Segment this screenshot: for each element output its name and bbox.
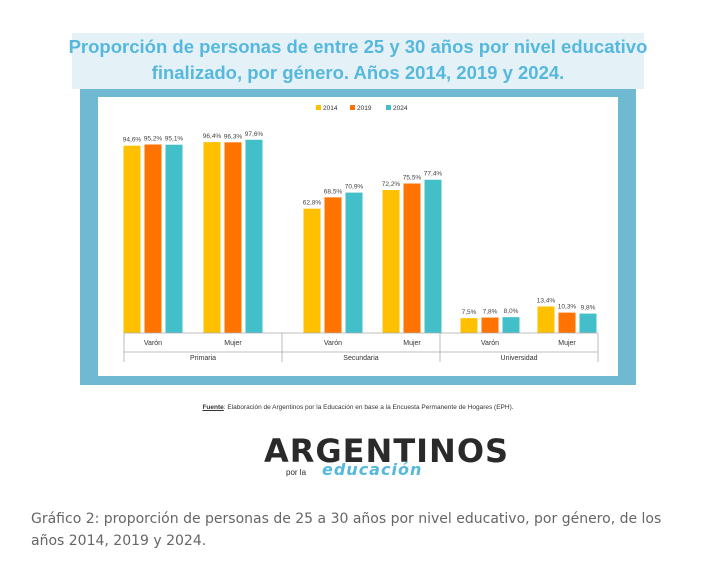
x-group-label: Secundaria [343, 355, 379, 362]
bar-2024-2 [345, 192, 363, 333]
bar-2019-2 [324, 197, 342, 333]
logo-edu-text: educación [322, 460, 423, 479]
bar-2024-1 [245, 139, 263, 333]
legend-label-2019: 2019 [357, 105, 372, 112]
bar-value-label: 96,3% [224, 133, 243, 140]
title-highlight [72, 33, 644, 89]
bar-2019-3 [403, 183, 421, 333]
bar-value-label: 7,8% [483, 309, 498, 316]
bar-2014-4 [460, 318, 478, 333]
x-group-label: Universidad [501, 355, 538, 362]
x-tick-label: Varón [324, 340, 342, 347]
figure-caption: Gráfico 2: proporción de personas de 25 … [31, 511, 662, 549]
bar-2019-1 [224, 142, 242, 333]
x-group-label: Primaria [190, 355, 216, 362]
bar-2014-0 [123, 145, 141, 333]
legend-swatch-2019 [350, 105, 355, 110]
bar-2024-5 [579, 313, 597, 333]
chart-title: Proporción de personas de entre 25 y 30 … [68, 36, 648, 83]
bar-2014-2 [303, 208, 321, 333]
bar-2014-3 [382, 190, 400, 333]
bar-value-label: 8,0% [504, 308, 519, 315]
bar-2014-1 [203, 142, 221, 333]
x-tick-label: Varón [144, 340, 162, 347]
source-note: Fuente: Elaboración de Argentinos por la… [80, 404, 636, 411]
bar-value-label: 68,5% [324, 188, 343, 195]
argentinos-logo: ARGENTINOS por la educación [264, 432, 508, 488]
bar-value-label: 10,3% [558, 304, 577, 311]
x-tick-label: Varón [481, 340, 499, 347]
source-text: : Elaboración de Argentinos por la Educa… [223, 404, 514, 411]
bar-value-label: 75,5% [403, 175, 422, 182]
bar-2024-0 [165, 144, 183, 333]
bar-2024-3 [424, 179, 442, 333]
legend-swatch-2024 [386, 105, 391, 110]
logo-sub-text: por la [286, 468, 307, 477]
bar-value-label: 95,2% [144, 136, 163, 143]
bar-2014-5 [537, 306, 555, 333]
bar-value-label: 94,6% [123, 137, 142, 144]
logo-main-text: ARGENTINOS [264, 432, 510, 470]
x-tick-label: Mujer [558, 340, 576, 347]
bar-value-label: 7,5% [462, 309, 477, 316]
bar-value-label: 72,2% [382, 181, 401, 188]
bar-value-label: 95,1% [165, 136, 184, 143]
bar-value-label: 9,8% [581, 305, 596, 312]
bar-2019-4 [481, 317, 499, 333]
legend-label-2014: 2014 [323, 105, 338, 112]
legend-label-2024: 2024 [393, 105, 408, 112]
source-label: Fuente [202, 404, 224, 411]
bar-chart: 2014 2019 2024 94,6% 96,4% 62,8% 72,2% 7,5% 13,4… [123, 105, 599, 362]
legend-swatch-2014 [316, 105, 321, 110]
bar-value-label: 97,6% [245, 131, 264, 138]
bar-2019-5 [558, 312, 576, 333]
bar-value-label: 77,4% [424, 171, 443, 178]
bar-value-label: 62,8% [303, 200, 322, 207]
bar-value-label: 96,4% [203, 133, 222, 140]
x-tick-label: Mujer [403, 340, 421, 347]
bar-value-label: 70,9% [345, 184, 364, 191]
x-tick-label: Mujer [224, 340, 242, 347]
bar-2019-0 [144, 144, 162, 333]
bar-value-label: 13,4% [537, 297, 556, 304]
bar-2024-4 [502, 317, 520, 333]
